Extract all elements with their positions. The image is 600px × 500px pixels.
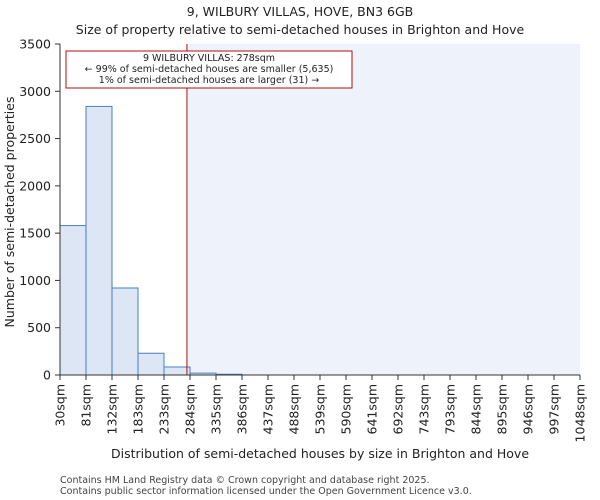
- bar-132sqm: [111, 287, 139, 376]
- x-tick-label: 641sqm: [365, 384, 380, 434]
- y-tick-label: 3500: [19, 37, 51, 52]
- annotation-line-3: 1% of semi-detached houses are larger (3…: [99, 75, 319, 86]
- x-tick-label: 30sqm: [53, 384, 68, 427]
- x-tick-label: 386sqm: [235, 384, 250, 434]
- annotation-box: 9 WILBURY VILLAS: 278sqm ← 99% of semi-d…: [65, 50, 353, 89]
- bar-183sqm: [137, 352, 165, 376]
- footer-line-2: Contains public sector information licen…: [60, 486, 472, 497]
- chart-title: 9, WILBURY VILLAS, HOVE, BN3 6GB: [187, 4, 414, 19]
- x-tick-label: 793sqm: [443, 384, 458, 434]
- y-tick-label: 1500: [19, 226, 51, 241]
- y-axis-label: Number of semi-detached properties: [2, 97, 17, 328]
- x-tick-label: 590sqm: [339, 384, 354, 434]
- y-tick-label: 1000: [19, 273, 51, 288]
- chart-subtitle: Size of property relative to semi-detach…: [76, 22, 525, 37]
- x-tick-label: 233sqm: [157, 384, 172, 434]
- footer-line-1: Contains HM Land Registry data © Crown c…: [60, 475, 430, 486]
- x-tick-label: 488sqm: [287, 384, 302, 434]
- x-axis-label: Distribution of semi-detached houses by …: [111, 446, 529, 461]
- y-tick-label: 2000: [19, 178, 51, 193]
- x-tick-label: 284sqm: [183, 384, 198, 434]
- x-tick-label: 692sqm: [391, 384, 406, 434]
- x-tick-label: 997sqm: [547, 384, 562, 434]
- x-tick-label: 895sqm: [495, 384, 510, 434]
- x-tick-label: 1048sqm: [573, 384, 588, 442]
- annotation-line-2: ← 99% of semi-detached houses are smalle…: [85, 64, 334, 75]
- x-tick-label: 335sqm: [209, 384, 224, 434]
- bar-233sqm: [163, 366, 191, 376]
- y-tick-label: 3000: [19, 84, 51, 99]
- bar-81sqm: [85, 105, 113, 376]
- annotation-line-1: 9 WILBURY VILLAS: 278sqm: [143, 53, 275, 64]
- annotation-frame: [65, 50, 353, 89]
- x-tick-label: 132sqm: [105, 384, 120, 434]
- x-tick-label: 437sqm: [261, 384, 276, 434]
- y-tick-label: 2500: [19, 131, 51, 146]
- bar-30sqm: [59, 225, 87, 376]
- larger-region-shade: [186, 44, 581, 375]
- x-tick-label: 844sqm: [469, 384, 484, 434]
- x-tick-label: 539sqm: [313, 384, 328, 434]
- x-tick-label: 183sqm: [131, 384, 146, 434]
- x-tick-label: 81sqm: [79, 384, 94, 427]
- y-tick-label: 0: [43, 368, 51, 383]
- x-tick-label: 743sqm: [417, 384, 432, 434]
- x-tick-label: 946sqm: [521, 384, 536, 434]
- y-tick-label: 500: [27, 320, 51, 335]
